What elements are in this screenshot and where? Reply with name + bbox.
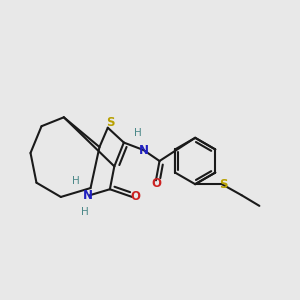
Text: H: H (134, 128, 142, 138)
Text: H: H (81, 207, 88, 217)
Text: O: O (131, 190, 141, 203)
Text: N: N (139, 143, 148, 157)
Text: H: H (72, 176, 80, 186)
Text: S: S (219, 178, 228, 191)
Text: S: S (106, 116, 115, 129)
Text: N: N (82, 189, 93, 202)
Text: O: O (151, 177, 161, 190)
